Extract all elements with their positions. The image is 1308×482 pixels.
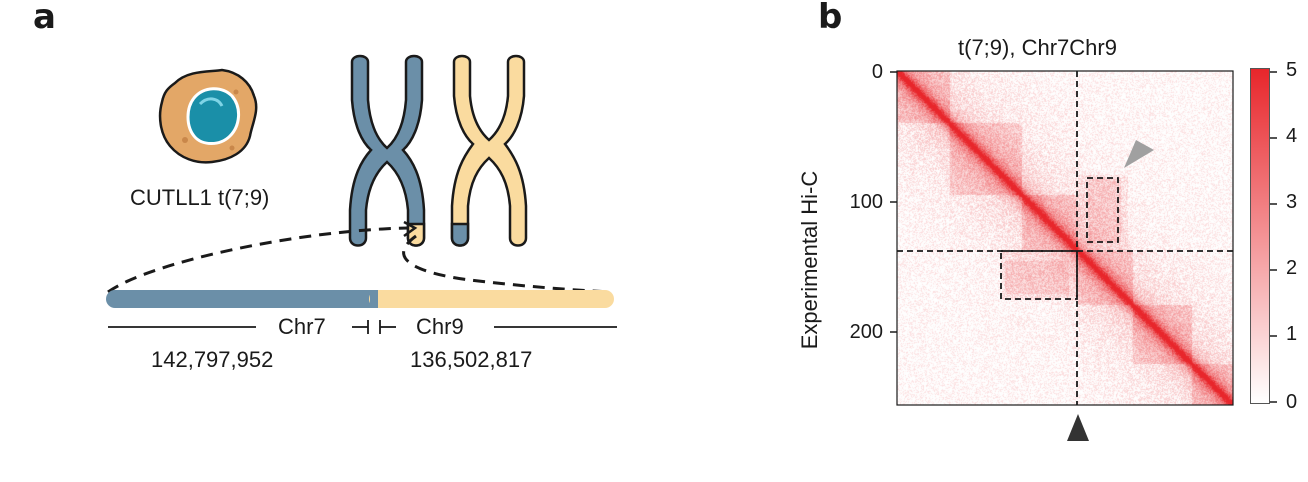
heatmap-title: t(7;9), Chr7Chr9 bbox=[958, 35, 1117, 60]
colorbar bbox=[1250, 68, 1270, 404]
dark-arrowhead-marker-icon bbox=[1067, 414, 1089, 441]
dashed-connector-left bbox=[107, 226, 409, 294]
y-tick-label: 200 bbox=[849, 321, 883, 343]
colorbar-tick-label: 1 bbox=[1286, 323, 1298, 345]
chr9-coordinate: 136,502,817 bbox=[410, 347, 533, 372]
highlight-box-lower bbox=[1000, 250, 1078, 300]
y-tick-label: 100 bbox=[849, 191, 883, 213]
panel-a-letter: a bbox=[33, 0, 56, 37]
chr9-label: Chr9 bbox=[416, 314, 464, 339]
cell-line-label: CUTLL1 t(7;9) bbox=[130, 185, 270, 210]
colorbar-tick-label: 5 bbox=[1286, 59, 1298, 81]
chromosome-9-icon bbox=[450, 54, 528, 247]
connector-arrowhead bbox=[403, 220, 418, 238]
breakpoint-bracket-icon bbox=[352, 320, 396, 334]
colorbar-tick-label: 3 bbox=[1286, 191, 1298, 213]
dashed-connector-right bbox=[402, 234, 613, 294]
colorbar-tick-label: 0 bbox=[1286, 391, 1298, 413]
chr7-label: Chr7 bbox=[278, 314, 326, 339]
colorbar-tick-label: 4 bbox=[1286, 125, 1298, 147]
colorbar-tick-label: 2 bbox=[1286, 257, 1298, 279]
cutll1-cell-icon bbox=[158, 68, 258, 164]
hic-heatmap bbox=[897, 71, 1233, 405]
chr7-coordinate: 142,797,952 bbox=[151, 347, 274, 372]
gray-arrowhead-marker-icon bbox=[1124, 140, 1154, 168]
panel-b-letter: b bbox=[818, 0, 843, 37]
y-tick-label: 0 bbox=[871, 61, 883, 83]
highlight-box-upper bbox=[1086, 177, 1119, 243]
